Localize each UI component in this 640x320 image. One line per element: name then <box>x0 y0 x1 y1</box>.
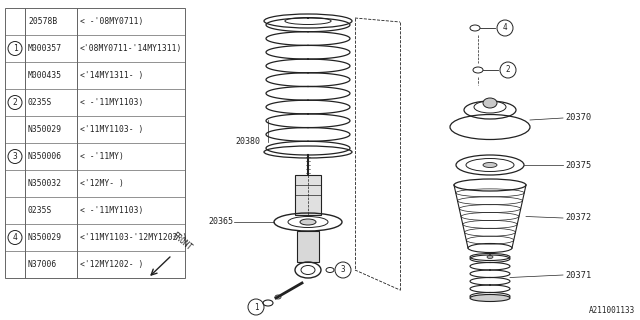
Text: 20370: 20370 <box>565 114 591 123</box>
Text: N37006: N37006 <box>28 260 57 269</box>
Text: 4: 4 <box>502 23 508 33</box>
Text: < -'08MY0711): < -'08MY0711) <box>80 17 143 26</box>
Text: 4: 4 <box>13 233 17 242</box>
Text: <'08MY0711-'14MY1311): <'08MY0711-'14MY1311) <box>80 44 182 53</box>
Text: 20375: 20375 <box>565 161 591 170</box>
Text: 1: 1 <box>13 44 17 53</box>
Text: 3: 3 <box>340 266 346 275</box>
Ellipse shape <box>483 98 497 108</box>
Ellipse shape <box>487 255 493 259</box>
Text: <'14MY1311- ): <'14MY1311- ) <box>80 71 143 80</box>
Text: <'11MY1103-'12MY1202 ): <'11MY1103-'12MY1202 ) <box>80 233 188 242</box>
Text: N350029: N350029 <box>28 233 62 242</box>
Text: 20372: 20372 <box>565 213 591 222</box>
Text: N350029: N350029 <box>28 125 62 134</box>
Text: 0235S: 0235S <box>28 206 52 215</box>
Text: N350006: N350006 <box>28 152 62 161</box>
Text: M000435: M000435 <box>28 71 62 80</box>
Text: 3: 3 <box>13 152 17 161</box>
Ellipse shape <box>300 219 316 225</box>
Ellipse shape <box>470 294 510 301</box>
Bar <box>297 231 319 262</box>
Text: A211001133: A211001133 <box>589 306 635 315</box>
Text: < -'11MY1103): < -'11MY1103) <box>80 206 143 215</box>
Text: 20380: 20380 <box>235 138 260 147</box>
Text: < -'11MY1103): < -'11MY1103) <box>80 98 143 107</box>
Text: 20578B: 20578B <box>28 17 57 26</box>
Text: <'12MY1202- ): <'12MY1202- ) <box>80 260 143 269</box>
Bar <box>295 175 321 215</box>
Text: 20365: 20365 <box>208 218 233 227</box>
Text: FRONT: FRONT <box>170 230 193 252</box>
Bar <box>5 8 185 278</box>
Text: M000357: M000357 <box>28 44 62 53</box>
Text: <'11MY1103- ): <'11MY1103- ) <box>80 125 143 134</box>
Text: 2: 2 <box>506 66 510 75</box>
Text: 1: 1 <box>253 302 259 311</box>
Text: < -'11MY): < -'11MY) <box>80 152 124 161</box>
Text: <'12MY- ): <'12MY- ) <box>80 179 124 188</box>
Text: 2: 2 <box>13 98 17 107</box>
Text: N350032: N350032 <box>28 179 62 188</box>
Text: 20371: 20371 <box>565 270 591 279</box>
Text: 0235S: 0235S <box>28 98 52 107</box>
Ellipse shape <box>483 163 497 167</box>
